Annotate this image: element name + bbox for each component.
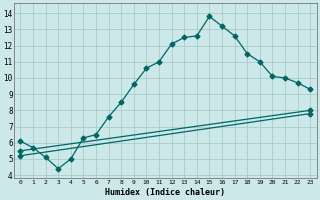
X-axis label: Humidex (Indice chaleur): Humidex (Indice chaleur): [105, 188, 225, 197]
